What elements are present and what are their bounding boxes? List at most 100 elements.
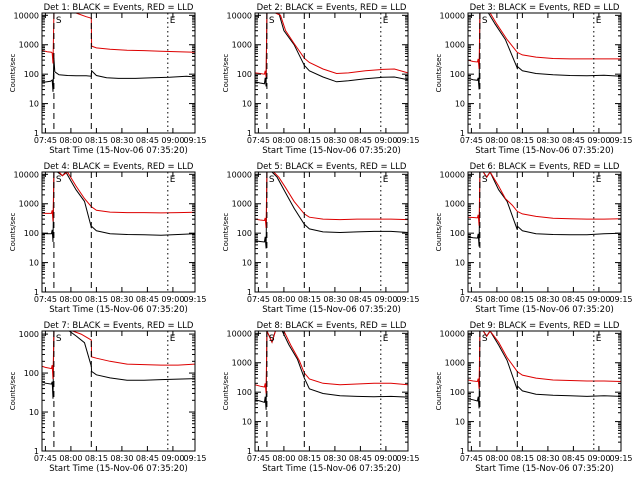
y-tick-label: 1000 [19, 200, 39, 209]
y-tick-label: 10000 [440, 170, 465, 179]
x-tick-label: 07:45 [460, 136, 483, 145]
x-tick-label: 08:15 [511, 454, 534, 463]
y-tick-label: 1 [34, 129, 39, 138]
marker-label: E [170, 175, 176, 185]
plot-frame [41, 171, 196, 293]
x-tick-label: 09:15 [609, 454, 632, 463]
x-tick-label: 08:30 [110, 454, 133, 463]
y-tick-label: 1000 [445, 200, 465, 209]
x-tick-label: 08:15 [85, 136, 108, 145]
y-axis-label: Counts/sec [435, 54, 443, 93]
panel-title: Det 7: BLACK = Events, RED = LLD [44, 321, 194, 331]
y-tick-label: 10000 [440, 11, 465, 20]
detector-panel-2: S E 07:45 08:00 08:15 08:30 08:45 09:00 09:15 1 10… [222, 3, 420, 156]
plot-frame [467, 330, 622, 452]
x-tick-label: 07:45 [460, 295, 483, 304]
y-tick-label: 1000 [445, 41, 465, 50]
x-tick-label: 08:15 [85, 454, 108, 463]
x-axis-label: Start Time (15-Nov-06 07:35:20) [475, 146, 614, 156]
x-tick-label: 09:15 [609, 295, 632, 304]
x-axis-label: Start Time (15-Nov-06 07:35:20) [262, 146, 401, 156]
events-series-line [468, 331, 621, 409]
y-tick-label: 10000 [227, 11, 252, 20]
y-tick-label: 1000 [232, 200, 252, 209]
y-tick-label: 100 [450, 70, 465, 79]
lld-series-line [42, 331, 195, 380]
x-tick-label: 08:00 [485, 136, 508, 145]
x-tick-label: 08:15 [85, 295, 108, 304]
x-axis-label: Start Time (15-Nov-06 07:35:20) [49, 305, 188, 315]
detector-panel-8: S E 07:45 08:00 08:15 08:30 08:45 09:00 09:15 1 10… [222, 321, 420, 474]
marker-label: E [596, 175, 602, 185]
detector-panel-5: S E 07:45 08:00 08:15 08:30 08:45 09:00 09:15 1 10… [222, 162, 420, 315]
x-tick-label: 09:15 [183, 136, 206, 145]
y-tick-label: 100 [24, 369, 39, 378]
detector-panel-3: S E 07:45 08:00 08:15 08:30 08:45 09:00 09:15 1 10… [435, 3, 633, 156]
x-tick-label: 07:45 [34, 295, 57, 304]
y-axis-label: Counts/sec [435, 372, 443, 411]
y-tick-label: 100 [450, 388, 465, 397]
y-tick-label: 1000 [232, 359, 252, 368]
x-tick-label: 08:15 [511, 295, 534, 304]
events-series-line [255, 172, 408, 249]
x-tick-label: 09:15 [183, 454, 206, 463]
y-tick-label: 10 [29, 100, 39, 109]
marker-label: E [170, 334, 176, 344]
events-series-line [468, 13, 621, 90]
y-tick-label: 1000 [19, 330, 39, 339]
x-axis-label: Start Time (15-Nov-06 07:35:20) [262, 464, 401, 474]
x-tick-label: 08:45 [136, 295, 159, 304]
panel-title: Det 9: BLACK = Events, RED = LLD [470, 321, 620, 331]
detector-panel-6: S E 07:45 08:00 08:15 08:30 08:45 09:00 09:15 1 10… [435, 162, 633, 315]
x-tick-label: 07:45 [247, 454, 270, 463]
events-series-line [42, 331, 195, 399]
lld-series-line [42, 172, 195, 222]
x-tick-label: 08:00 [59, 136, 82, 145]
plot-frame [467, 171, 622, 293]
x-tick-label: 07:45 [460, 454, 483, 463]
lld-series-line [255, 13, 408, 78]
plot-frame [467, 12, 622, 134]
y-tick-label: 1 [34, 288, 39, 297]
x-tick-label: 07:45 [247, 295, 270, 304]
events-series-line [42, 58, 195, 92]
marker-label: S [56, 175, 62, 185]
y-tick-label: 1 [460, 288, 465, 297]
y-tick-label: 10000 [440, 329, 465, 338]
x-tick-label: 08:15 [298, 295, 321, 304]
x-axis-label: Start Time (15-Nov-06 07:35:20) [49, 146, 188, 156]
events-series-line [255, 331, 408, 410]
y-tick-label: 100 [237, 70, 252, 79]
panel-title: Det 5: BLACK = Events, RED = LLD [257, 162, 407, 172]
y-tick-label: 100 [237, 229, 252, 238]
x-tick-label: 09:15 [609, 136, 632, 145]
x-tick-label: 08:45 [349, 454, 372, 463]
x-tick-label: 08:45 [562, 454, 585, 463]
x-axis-label: Start Time (15-Nov-06 07:35:20) [475, 464, 614, 474]
y-tick-label: 10 [242, 100, 252, 109]
x-tick-label: 08:00 [485, 295, 508, 304]
marker-label: S [482, 16, 488, 26]
panel-title: Det 1: BLACK = Events, RED = LLD [44, 3, 194, 13]
x-tick-label: 08:30 [323, 295, 346, 304]
y-tick-label: 100 [24, 229, 39, 238]
y-tick-label: 1 [34, 447, 39, 456]
y-tick-label: 1 [247, 447, 252, 456]
y-tick-label: 10 [455, 418, 465, 427]
plot-frame [41, 330, 196, 452]
lld-series-line [255, 172, 408, 229]
x-tick-label: 09:00 [374, 454, 397, 463]
y-tick-label: 1000 [445, 359, 465, 368]
x-tick-label: 08:15 [298, 136, 321, 145]
x-tick-label: 07:45 [34, 136, 57, 145]
y-tick-label: 10000 [14, 170, 39, 179]
detector-panel-9: S E 07:45 08:00 08:15 08:30 08:45 09:00 09:15 1 10… [435, 321, 633, 474]
y-axis-label: Counts/sec [222, 213, 230, 252]
x-tick-label: 09:00 [161, 454, 184, 463]
detector-panel-4: S E 07:45 08:00 08:15 08:30 08:45 09:00 09:15 1 10… [9, 162, 207, 315]
y-tick-label: 1 [247, 129, 252, 138]
x-tick-label: 09:00 [161, 136, 184, 145]
y-axis-label: Counts/sec [9, 54, 17, 93]
plot-frame [254, 12, 409, 134]
y-axis-label: Counts/sec [222, 54, 230, 93]
